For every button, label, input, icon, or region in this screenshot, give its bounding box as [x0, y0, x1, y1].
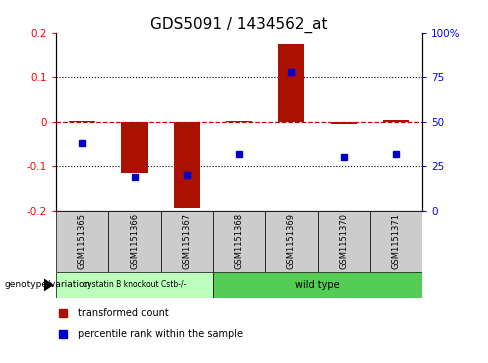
Text: GSM1151368: GSM1151368 — [235, 213, 244, 269]
Bar — [161, 211, 213, 272]
Text: GSM1151370: GSM1151370 — [339, 213, 348, 269]
Bar — [318, 211, 370, 272]
Bar — [122, 122, 148, 173]
Bar — [108, 211, 161, 272]
Text: wild type: wild type — [295, 280, 340, 290]
Text: transformed count: transformed count — [78, 309, 169, 318]
Text: GSM1151371: GSM1151371 — [391, 213, 401, 269]
Text: GSM1151365: GSM1151365 — [78, 213, 87, 269]
Bar — [383, 120, 409, 122]
Text: cystatin B knockout Cstb-/-: cystatin B knockout Cstb-/- — [83, 281, 186, 289]
Bar — [370, 211, 422, 272]
Bar — [56, 211, 108, 272]
Bar — [174, 122, 200, 208]
Text: GSM1151367: GSM1151367 — [183, 213, 191, 269]
Bar — [265, 211, 318, 272]
Bar — [56, 272, 213, 298]
Text: GSM1151366: GSM1151366 — [130, 213, 139, 269]
Text: GSM1151369: GSM1151369 — [287, 213, 296, 269]
Text: percentile rank within the sample: percentile rank within the sample — [78, 329, 243, 339]
Polygon shape — [44, 278, 54, 291]
Bar — [226, 121, 252, 122]
Title: GDS5091 / 1434562_at: GDS5091 / 1434562_at — [150, 16, 328, 33]
Bar — [278, 44, 305, 122]
Bar — [213, 211, 265, 272]
Bar — [331, 122, 357, 124]
Bar — [213, 272, 422, 298]
Bar — [69, 121, 95, 122]
Text: genotype/variation: genotype/variation — [5, 281, 91, 289]
